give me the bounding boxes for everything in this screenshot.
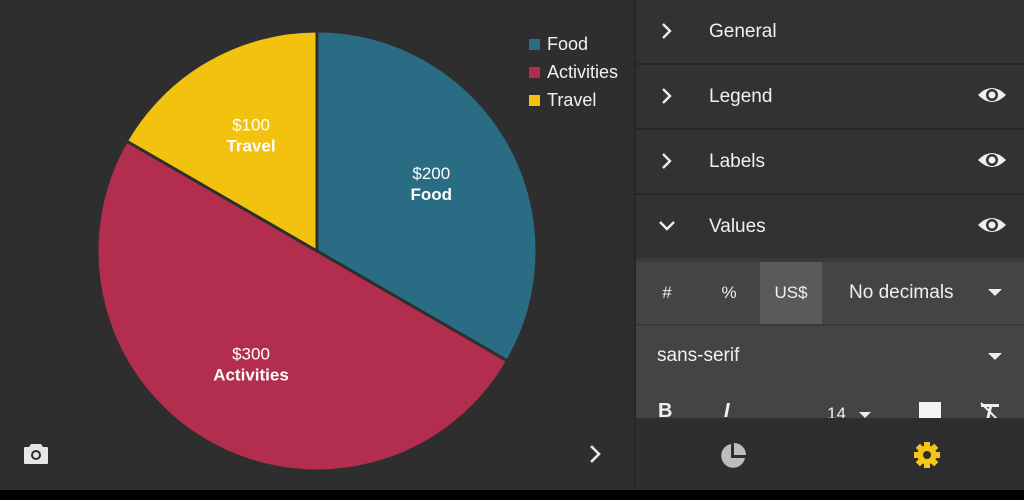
chevron-down-icon: [659, 221, 675, 231]
legend-label-travel: Travel: [547, 89, 597, 110]
section-label-legend: Legend: [709, 85, 773, 107]
section-labels[interactable]: Labels: [636, 130, 1024, 193]
row-divider: [636, 128, 1024, 130]
pie-slice-travel[interactable]: [124, 29, 319, 254]
pie-slice-activities[interactable]: [95, 138, 510, 473]
format-number-button[interactable]: #: [662, 283, 672, 302]
eye-icon[interactable]: [976, 213, 1008, 237]
decimals-dropdown[interactable]: No decimals: [824, 262, 1024, 324]
italic-button[interactable]: I: [724, 400, 730, 418]
slice-value-label: $200: [412, 164, 450, 183]
clear-format-icon[interactable]: [978, 400, 1002, 418]
section-legend[interactable]: Legend: [636, 65, 1024, 128]
bold-button[interactable]: B: [658, 400, 673, 418]
pie-chart-icon[interactable]: [719, 442, 747, 470]
chart-legend: Food Activities Travel: [529, 30, 618, 114]
chevron-right-icon: [662, 23, 672, 39]
legend-swatch-food: [529, 38, 540, 50]
legend-item-food: Food: [529, 30, 618, 58]
pie-slice-food[interactable]: [315, 29, 539, 364]
section-label-values: Values: [709, 215, 766, 237]
panel-divider: [634, 0, 636, 490]
slice-category-label: Activities: [213, 365, 289, 384]
chevron-right-icon: [662, 88, 672, 104]
row-divider: [636, 63, 1024, 65]
section-general[interactable]: General: [636, 0, 1024, 63]
bottom-nav-bar: [636, 418, 1024, 490]
font-size-dropdown[interactable]: 14: [827, 404, 871, 418]
row-divider: [636, 193, 1024, 195]
format-percent-button[interactable]: %: [721, 283, 737, 302]
font-size-value: 14: [827, 404, 846, 418]
slice-value-label: $100: [232, 116, 270, 135]
camera-icon[interactable]: [22, 440, 50, 468]
chevron-right-icon[interactable]: [584, 442, 608, 466]
format-currency-button[interactable]: US$: [760, 262, 822, 324]
gear-icon[interactable]: [913, 441, 941, 469]
dropdown-arrow-icon: [858, 411, 871, 418]
eye-icon[interactable]: [976, 83, 1008, 107]
font-style-row: B I 14: [636, 388, 1024, 418]
settings-panel: General Legend Labels Values # % US$ No …: [636, 0, 1024, 490]
decimals-value: No decimals: [849, 282, 954, 303]
section-label-labels: Labels: [709, 150, 765, 172]
section-label-general: General: [709, 20, 777, 42]
font-color-swatch[interactable]: [919, 402, 941, 418]
legend-swatch-travel: [529, 94, 540, 106]
section-values[interactable]: Values: [636, 195, 1024, 258]
font-family-value: sans-serif: [657, 345, 740, 366]
slice-category-label: Food: [411, 185, 453, 204]
legend-swatch-activities: [529, 66, 540, 78]
font-family-dropdown[interactable]: sans-serif: [636, 326, 1024, 388]
legend-label-food: Food: [547, 33, 589, 54]
legend-item-travel: Travel: [529, 86, 618, 114]
slice-value-label: $300: [232, 344, 270, 363]
chevron-right-icon: [662, 153, 672, 169]
legend-label-activities: Activities: [547, 61, 619, 82]
dropdown-arrow-icon: [988, 353, 1002, 360]
legend-item-activities: Activities: [529, 58, 618, 86]
slice-category-label: Travel: [226, 137, 275, 156]
dropdown-arrow-icon: [988, 289, 1002, 296]
value-format-toolbar: # % US$ No decimals: [636, 262, 1024, 324]
chart-area: $200 Food $300 Activities $100 Travel Food Ac…: [22, 29, 619, 473]
pie-chart: $200 Food $300 Activities $100 Travel: [95, 29, 539, 473]
eye-icon[interactable]: [976, 148, 1008, 172]
